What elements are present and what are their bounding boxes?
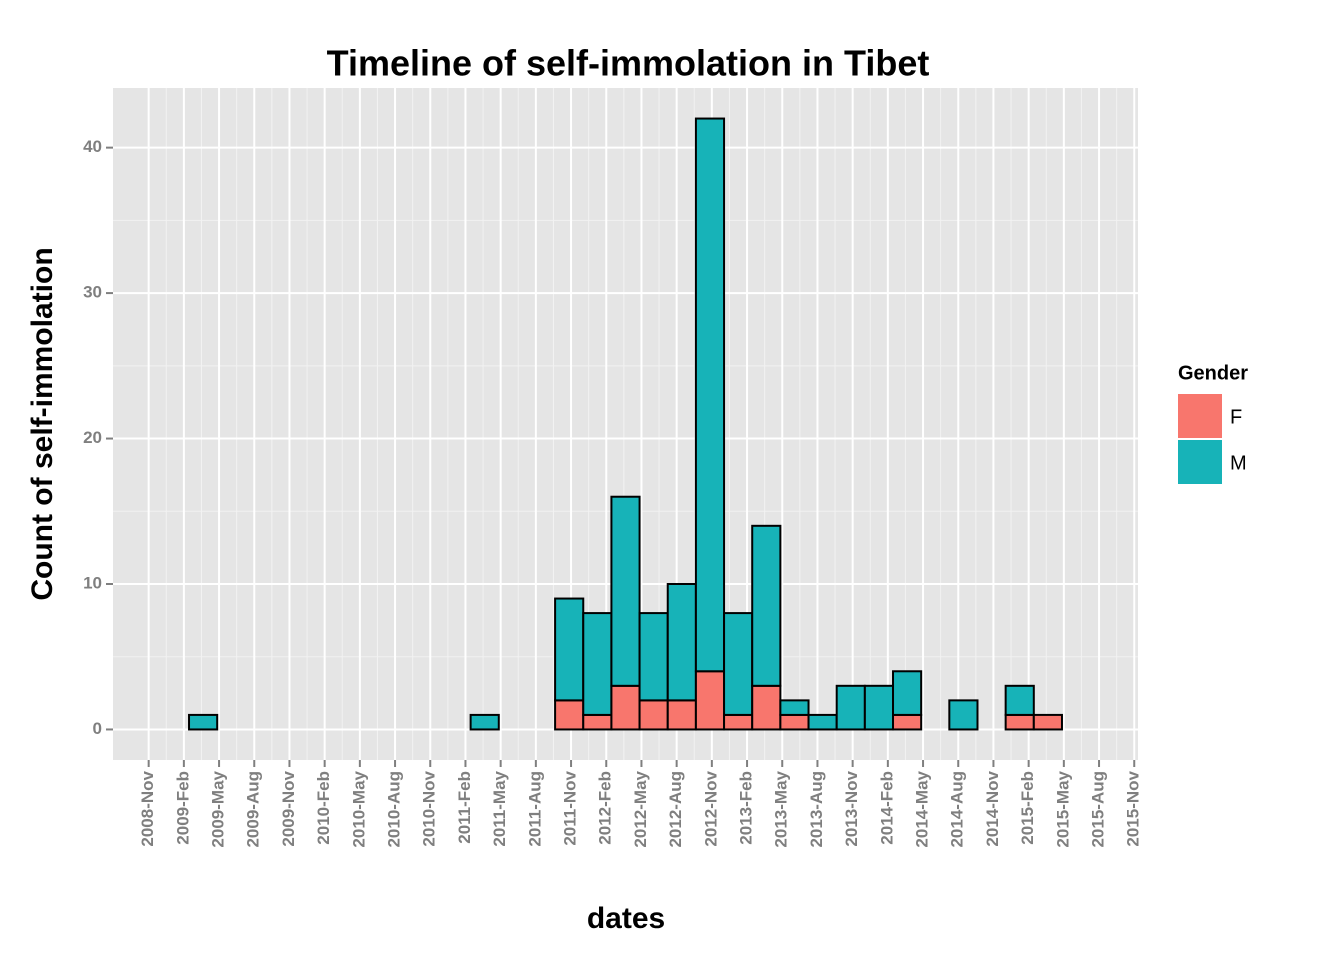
bar-segment [863,684,895,731]
x-tick-label: 2013-May [772,770,791,847]
bar-segment [582,713,613,731]
x-tick-label: 2011-Feb [455,771,474,844]
y-axis-label: Count of self-immolation [26,247,59,600]
x-tick-label: 2008-Nov [138,770,157,846]
x-tick-label: 2014-Nov [983,770,1002,846]
bar-segment [666,583,697,702]
x-tick-label: 2009-Nov [279,770,298,846]
x-tick-label: 2010-Aug [385,771,404,848]
legend-key [1178,440,1222,484]
y-tick-label: 10 [83,573,102,592]
x-tick-label: 2010-Nov [420,770,439,846]
x-tick-label: 2014-May [913,770,932,847]
bar-segment [723,612,754,716]
bar-segment [694,117,726,673]
x-tick-label: 2009-May [209,770,228,847]
bar-segment [666,699,697,731]
legend-label: M [1230,452,1247,474]
x-tick-label: 2013-Nov [842,770,861,846]
y-tick-label: 20 [83,428,102,447]
x-tick-label: 2014-Aug [948,771,967,848]
bar-segment [638,699,669,731]
bar-segment [554,597,585,702]
x-tick-label: 2013-Feb [737,771,756,845]
bar-segment [751,684,782,731]
bar-segment [779,699,810,716]
chart-title: Timeline of self-immolation in Tibet [327,43,930,84]
y-tick-label: 0 [93,719,102,738]
x-tick-label: 2012-Feb [596,771,615,845]
bar-segment [694,670,726,731]
x-tick-label: 2012-Nov [701,770,720,846]
bar-segment [892,713,923,731]
x-tick-label: 2012-May [631,770,650,847]
bar-segment [610,495,641,687]
x-tick-label: 2015-Feb [1018,771,1037,845]
x-tick-label: 2011-May [490,770,509,846]
x-tick-label: 2011-Aug [525,771,544,847]
x-tick-label: 2010-Feb [314,771,333,845]
x-tick-label: 2009-Feb [173,771,192,845]
bar-segment [835,684,866,731]
bar-segment [554,699,585,731]
bar-segment [582,612,613,716]
x-tick-label: 2015-May [1053,770,1072,847]
bar-segment [779,713,810,731]
bar-segment [638,612,669,702]
x-tick-label: 2013-Aug [807,771,826,848]
bar-segment [892,670,923,716]
legend-key [1178,394,1222,438]
x-tick-label: 2015-Aug [1089,771,1108,848]
x-tick-label: 2012-Aug [666,771,685,848]
x-tick-label: 2009-Aug [244,771,263,848]
bar-segment [1032,713,1063,731]
x-tick-label: 2011-Nov [561,770,580,845]
bar-segment [807,713,838,731]
bar-segment [948,699,979,731]
bar-segment [188,713,219,731]
x-tick-label: 2014-Feb [877,771,896,845]
legend-title: Gender [1178,362,1248,384]
x-tick-label: 2010-May [349,770,368,847]
bar-segment [1004,713,1035,731]
y-tick-label: 40 [83,137,102,156]
bar-segment [751,524,782,687]
bar-segment [610,684,641,731]
x-axis-label: dates [587,902,665,935]
y-tick-label: 30 [83,283,102,302]
x-tick-label: 2015-Nov [1124,770,1143,846]
legend-label: F [1230,406,1242,428]
bar-segment [723,713,754,731]
bar-segment [469,713,500,731]
bar-segment [1004,684,1035,716]
